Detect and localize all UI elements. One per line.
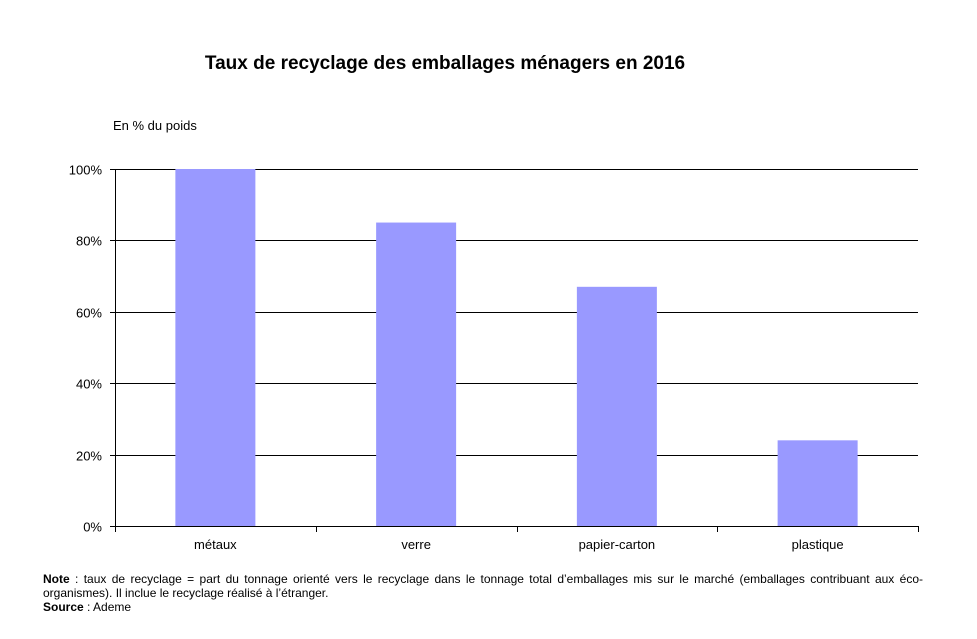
x-tick-label: métaux xyxy=(194,537,237,552)
y-tick-label: 40% xyxy=(76,377,102,392)
chart-title: Taux de recyclage des emballages ménager… xyxy=(204,53,686,74)
x-tick-label: papier-carton xyxy=(579,537,656,552)
y-tick-label: 80% xyxy=(76,234,102,249)
x-tick-label: verre xyxy=(401,537,431,552)
bar xyxy=(376,222,457,527)
chart-notes: Note : taux de recyclage = part du tonna… xyxy=(43,572,923,614)
note-text: : taux de recyclage = part du tonnage or… xyxy=(43,572,923,600)
axes xyxy=(110,169,919,532)
bars xyxy=(175,169,858,527)
bar xyxy=(576,286,657,526)
note-label: Note xyxy=(43,572,70,586)
x-tick-label: plastique xyxy=(792,537,844,552)
source-text: : Ademe xyxy=(83,600,132,614)
tick-labels: 0% 20% 40% 60% 80% 100% métaux verre papier-cart… xyxy=(69,163,844,553)
y-tick-label: 0% xyxy=(83,520,102,535)
source-label: Source xyxy=(43,600,84,614)
y-axis-unit-label: En % du poids xyxy=(113,118,197,133)
y-tick-label: 100% xyxy=(69,163,103,178)
y-tick-label: 60% xyxy=(76,306,102,321)
bar-chart: 0% 20% 40% 60% 80% 100% métaux verre papier-cart… xyxy=(69,163,919,553)
bar xyxy=(777,440,858,526)
y-tick-label: 20% xyxy=(76,449,102,464)
bar xyxy=(175,169,256,526)
